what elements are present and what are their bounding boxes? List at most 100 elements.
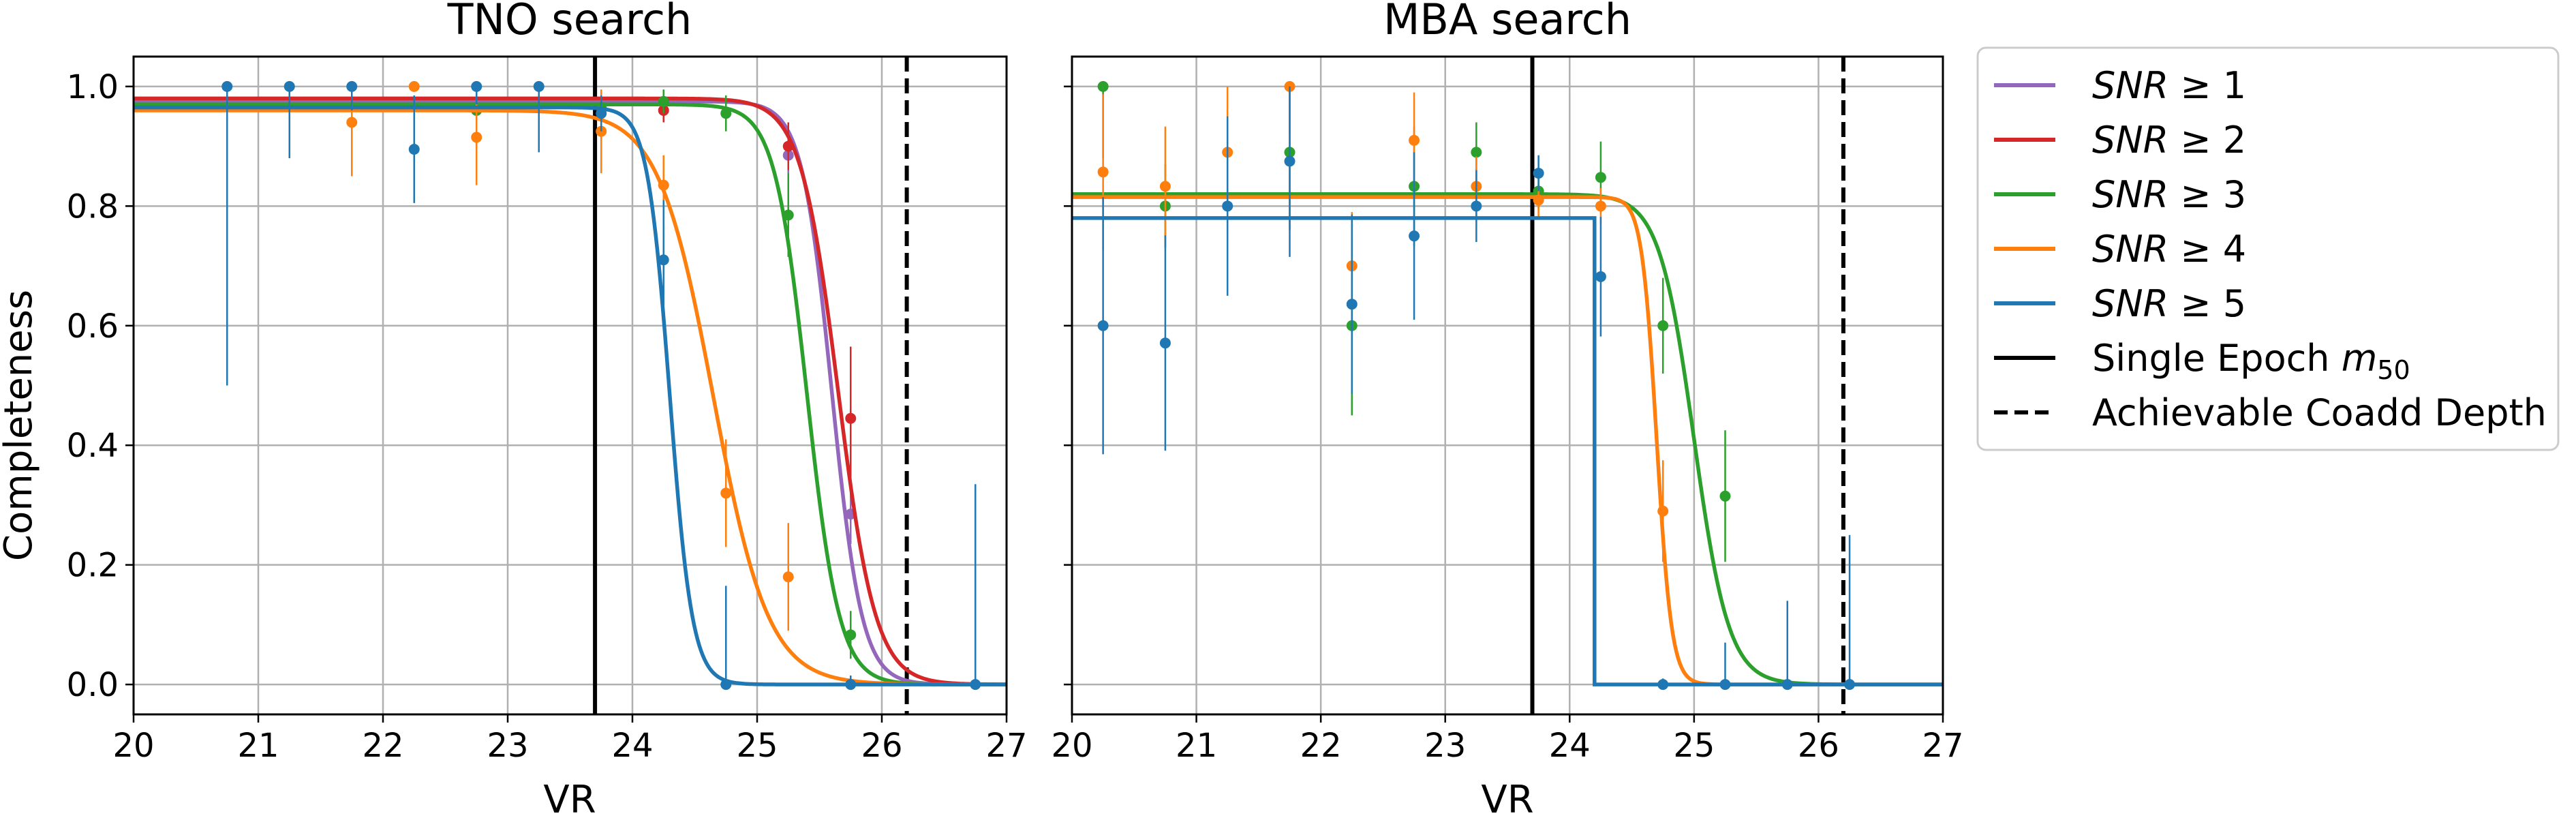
legend-label-rel: ≥ 3 xyxy=(2168,173,2246,216)
axes-frame xyxy=(1071,55,1944,716)
legend-label-text: Single Epoch xyxy=(2092,337,2342,380)
x-tick-label: 24 xyxy=(1549,727,1591,765)
series-snr-4 xyxy=(1072,80,1943,686)
data-point xyxy=(1097,166,1109,178)
mba-panel-title: MBA search xyxy=(1383,0,1631,44)
grid xyxy=(132,57,1008,714)
fit-curve xyxy=(134,100,1007,686)
data-point xyxy=(1719,490,1731,502)
data-point xyxy=(221,80,233,92)
data-point xyxy=(1595,271,1606,282)
data-point xyxy=(1284,155,1295,167)
series-snr-3 xyxy=(1072,80,1943,686)
data-point xyxy=(1595,200,1606,212)
legend-item: Achievable Coadd Depth xyxy=(1994,391,2547,434)
data-point xyxy=(471,132,482,143)
tno-search-panel: TNO search VR Completeness 20 21 22 23 24 25 2… xyxy=(0,0,1028,818)
series-snr-4 xyxy=(134,80,1007,686)
fit-curve xyxy=(134,108,1007,686)
x-tick-label: 21 xyxy=(1176,727,1217,765)
data-point xyxy=(1159,337,1171,349)
data-point xyxy=(1346,299,1358,310)
fit-curve xyxy=(134,96,1007,686)
grid xyxy=(1071,57,1944,714)
legend-label-var: SNR xyxy=(2092,119,2168,162)
legend-label-rel: ≥ 5 xyxy=(2168,282,2246,325)
legend-label-rel: ≥ 4 xyxy=(2168,228,2246,271)
data-point xyxy=(1097,320,1109,331)
legend-item: SNR ≥ 4 xyxy=(1994,228,2246,271)
series-snr-3 xyxy=(134,89,1007,686)
series-snr-2 xyxy=(134,96,1007,686)
x-tick-label: 23 xyxy=(1424,727,1466,765)
data-point xyxy=(1657,320,1669,331)
series-snr-5 xyxy=(134,80,1007,691)
y-tick-label: 0.0 xyxy=(67,666,119,704)
y-tick-label: 1.0 xyxy=(67,68,119,106)
data-point xyxy=(283,80,295,92)
series-snr-1 xyxy=(134,100,1007,686)
x-tick-label: 27 xyxy=(985,727,1027,765)
fit-curve xyxy=(134,105,1007,686)
data-point xyxy=(533,80,545,92)
data-point xyxy=(346,117,358,128)
x-tick-label: 26 xyxy=(1798,727,1839,765)
data-point xyxy=(1222,200,1233,212)
legend-item: SNR ≥ 1 xyxy=(1994,64,2246,107)
x-tick-label: 22 xyxy=(362,727,403,765)
data-point xyxy=(1533,168,1544,179)
legend-label-var: SNR xyxy=(2092,64,2168,107)
data-point xyxy=(408,80,420,92)
data-point xyxy=(720,487,732,499)
tno-y-axis-label: Completeness xyxy=(0,290,41,561)
y-tick-label: 0.2 xyxy=(67,547,119,585)
tno-x-axis-label: VR xyxy=(543,778,596,818)
x-tick-label: 26 xyxy=(861,727,902,765)
data-point xyxy=(471,80,482,92)
data-point xyxy=(1159,181,1171,192)
plot-area xyxy=(134,57,1007,714)
x-tick-label: 22 xyxy=(1300,727,1342,765)
fit-curve xyxy=(1072,195,1943,686)
legend-label: SNR ≥ 1 xyxy=(2092,64,2246,107)
mba-x-axis-label: VR xyxy=(1481,778,1533,818)
x-tick-label: 25 xyxy=(1673,727,1715,765)
data-point xyxy=(1409,230,1420,242)
x-tick-label: 20 xyxy=(112,727,154,765)
data-point xyxy=(658,254,669,266)
legend-label-m: m xyxy=(2342,337,2378,380)
legend-label-rel: ≥ 2 xyxy=(2168,119,2246,162)
legend-label: Achievable Coadd Depth xyxy=(2092,391,2547,434)
legend-label: SNR ≥ 5 xyxy=(2092,282,2246,325)
data-point xyxy=(408,143,420,155)
data-point xyxy=(1471,200,1482,212)
legend-box xyxy=(1976,46,2560,451)
legend-label-var: SNR xyxy=(2092,173,2168,216)
data-point xyxy=(782,571,794,583)
legend-label-sub: 50 xyxy=(2377,355,2410,385)
legend-label-var: SNR xyxy=(2092,282,2168,325)
x-tick-label: 20 xyxy=(1051,727,1092,765)
legend-item: SNR ≥ 2 xyxy=(1994,119,2246,162)
mba-search-panel: MBA search VR 20 21 22 23 24 25 26 27 xyxy=(1051,0,1963,818)
x-tick-label: 21 xyxy=(237,727,279,765)
legend-label-var: SNR xyxy=(2092,228,2168,271)
fit-curve xyxy=(1072,192,1943,686)
legend-item: SNR ≥ 3 xyxy=(1994,173,2246,216)
legend-item: Single Epoch m50 xyxy=(1994,337,2410,385)
fit-curve xyxy=(1072,216,1943,686)
legend-item: SNR ≥ 5 xyxy=(1994,282,2246,325)
legend-label: SNR ≥ 3 xyxy=(2092,173,2246,216)
data-point xyxy=(1409,134,1420,146)
y-tick-label: 0.6 xyxy=(67,307,119,346)
legend-label: SNR ≥ 4 xyxy=(2092,228,2246,271)
x-tick-label: 27 xyxy=(1922,727,1963,765)
x-tick-label: 24 xyxy=(611,727,653,765)
data-point xyxy=(845,412,857,424)
tno-panel-title: TNO search xyxy=(447,0,692,44)
plot-area xyxy=(1072,57,1943,714)
data-point xyxy=(1595,172,1606,183)
fit-curve xyxy=(134,102,1007,686)
y-tick-label: 0.4 xyxy=(67,427,119,465)
